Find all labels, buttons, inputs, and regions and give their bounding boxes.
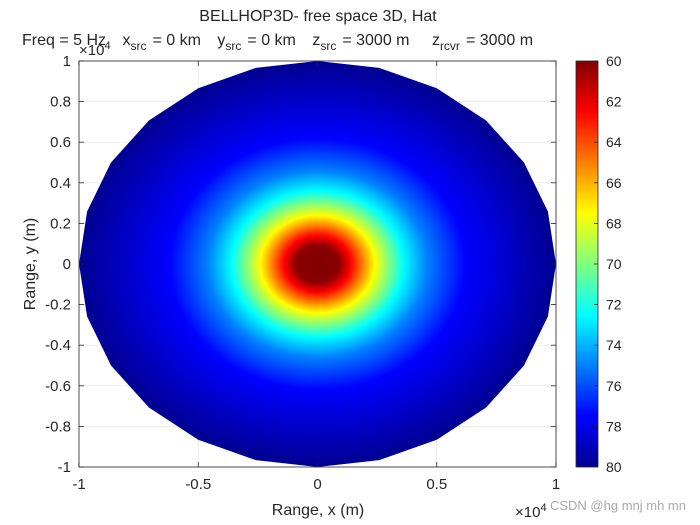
colorbar-ticks: 60 62 64 66 68 70 72 74 76 78 80: [594, 53, 622, 475]
x-tick-label: -1: [72, 476, 85, 493]
y-tick-label: 0.6: [50, 134, 71, 151]
y-tick-label: 0.4: [50, 175, 71, 192]
y-tick-label: 0.2: [50, 215, 71, 232]
colorbar-tick-label: 66: [606, 175, 622, 191]
chart-title: BELLHOP3D- free space 3D, Hat: [199, 8, 437, 25]
colorbar-tick-label: 80: [606, 459, 622, 475]
y-tick-label: 0.8: [50, 94, 71, 111]
y-tick-label: -0.8: [45, 418, 71, 435]
y-exponent: ×104: [79, 40, 111, 59]
colorbar-tick-label: 74: [606, 337, 622, 353]
x-tick-label: 0: [313, 476, 321, 493]
chart-subtitle: Freq = 5 Hz xsrc = 0 km ysrc = 0 km zsrc = …: [22, 32, 533, 53]
colorbar-tick-label: 68: [606, 215, 622, 231]
colorbar-tick-label: 64: [606, 134, 622, 150]
colorbar-tick-label: 62: [606, 94, 622, 110]
y-tick-label: -0.4: [45, 337, 71, 354]
x-axis-label: Range, x (m): [272, 502, 364, 519]
transmission-loss-disk: [79, 61, 556, 467]
colorbar-tick-label: 76: [606, 378, 622, 394]
y-axis-label: Range, y (m): [22, 218, 39, 310]
x-tick-label: 0.5: [426, 476, 447, 493]
y-ticks: -1 -0.8 -0.6 -0.4 -0.2 0 0.2 0.4 0.6 0.8 1: [45, 53, 556, 476]
colorbar-tick-label: 78: [606, 418, 622, 434]
colorbar-tick-label: 60: [606, 53, 622, 69]
colorbar-tick-label: 72: [606, 297, 622, 313]
x-ticks: -1 -0.5 0 0.5 1: [72, 61, 560, 493]
y-tick-label: 1: [63, 53, 71, 70]
colorbar-tick-label: 70: [606, 256, 622, 272]
x-tick-label: 1: [552, 476, 560, 493]
x-tick-label: -0.5: [185, 476, 211, 493]
y-tick-label: -1: [58, 459, 71, 476]
watermark: CSDN @hg mnj mh mn: [549, 498, 686, 513]
y-tick-label: 0: [63, 256, 71, 273]
y-tick-label: -0.2: [45, 297, 71, 314]
x-exponent: ×104: [515, 502, 547, 521]
subtitle-freq: Freq = 5 Hz: [22, 32, 106, 49]
y-tick-label: -0.6: [45, 378, 71, 395]
